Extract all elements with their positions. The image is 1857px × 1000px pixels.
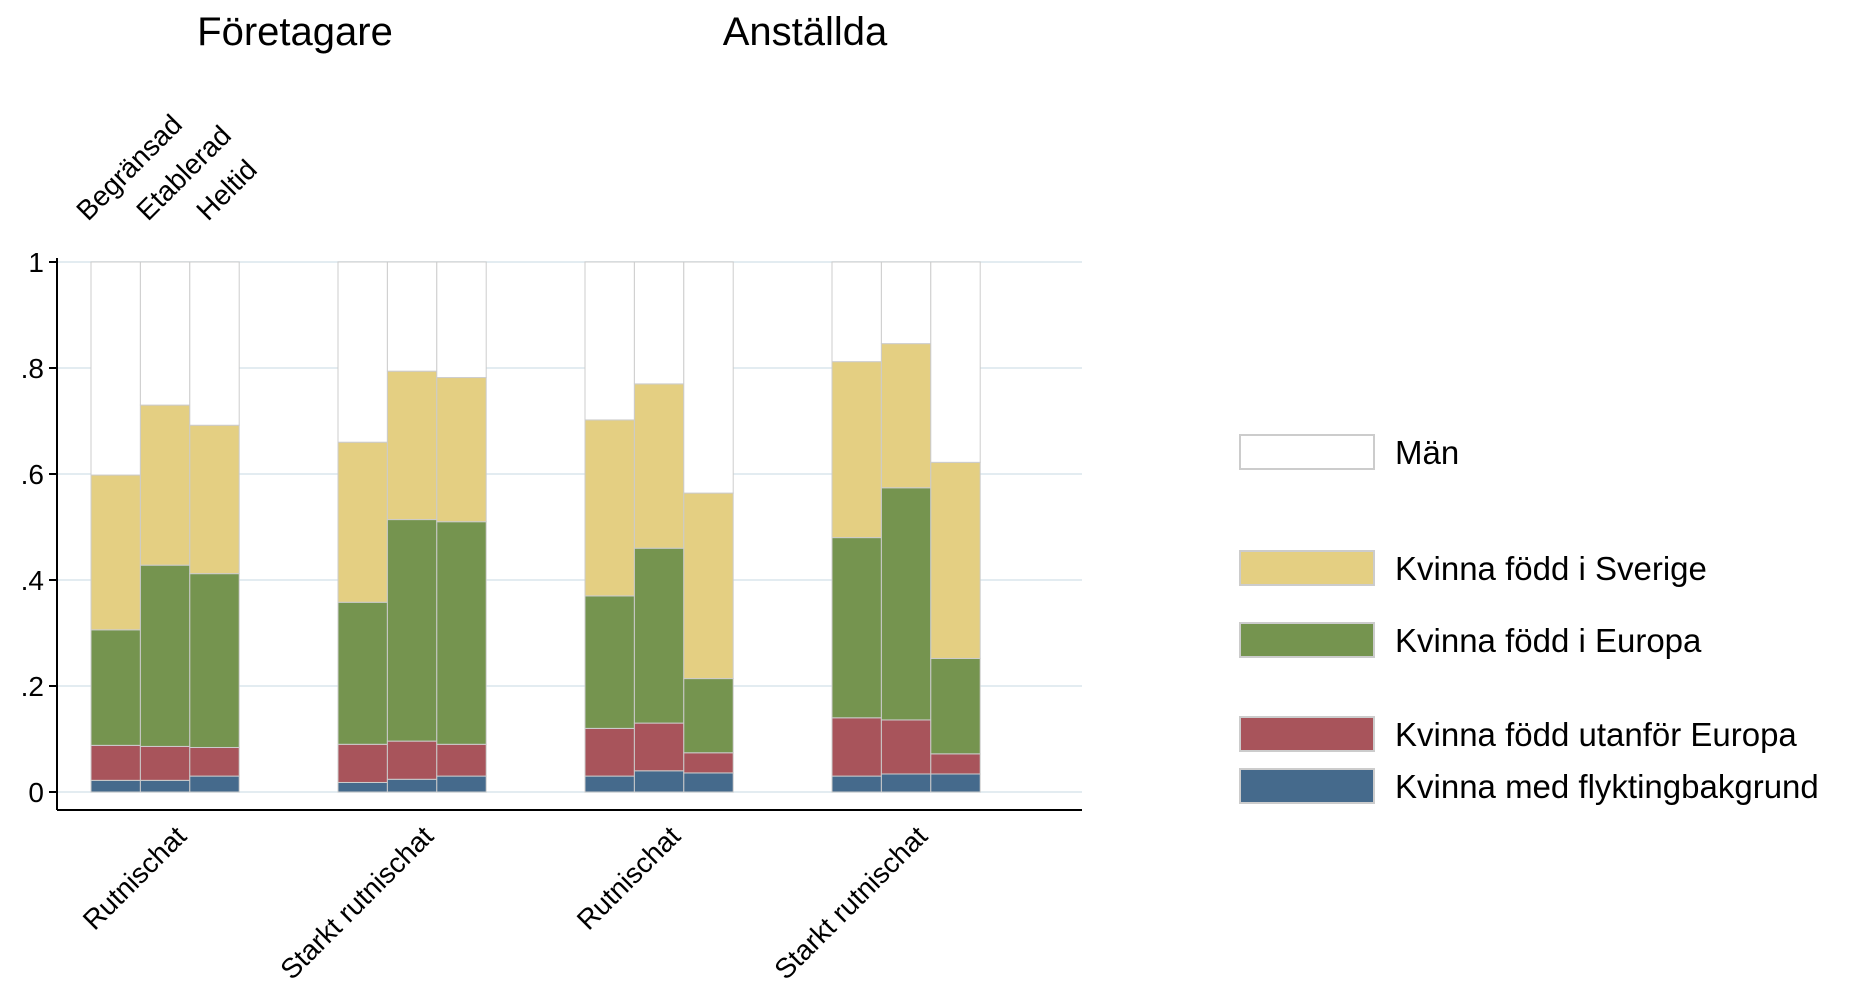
bar-segment <box>189 746 240 777</box>
bar-segment <box>831 261 882 363</box>
bar-segment <box>189 775 240 793</box>
panel-title-foretagare: Företagare <box>197 10 393 54</box>
bar-segment <box>189 261 240 426</box>
y-tick-label: .6 <box>21 459 44 490</box>
bar-segment <box>633 770 685 793</box>
bar-segment <box>831 775 882 793</box>
bar-segment <box>831 361 882 539</box>
legend-swatch <box>1239 716 1375 752</box>
bar-segment <box>880 719 932 775</box>
bar-segment <box>386 740 438 780</box>
bar-stacks <box>90 261 981 793</box>
bar-segment <box>436 261 487 379</box>
bar-segment <box>584 727 635 777</box>
y-tick-label: 0 <box>28 777 44 808</box>
bar-segment <box>683 261 734 494</box>
panel-title-anstallda: Anställda <box>723 10 888 54</box>
legend-label: Kvinna född utanför Europa <box>1395 716 1797 753</box>
bar-segment <box>683 772 734 793</box>
bar-segment <box>90 744 141 781</box>
bar-segment <box>930 657 981 755</box>
bar-segment <box>337 261 388 443</box>
bar-segment <box>880 261 932 345</box>
bar-segment <box>337 441 388 603</box>
bar-segment <box>337 743 388 783</box>
bar-segment <box>337 601 388 745</box>
bar-segment <box>436 521 487 745</box>
bar-segment <box>189 573 240 748</box>
bar-segment <box>633 383 685 549</box>
bar-segment <box>189 424 240 575</box>
bar-segment <box>139 779 191 793</box>
bar-segment <box>436 743 487 777</box>
legend: Män Kvinna född i Sverige Kvinna född i Eu… <box>1239 434 1819 805</box>
legend-label: Män <box>1395 434 1459 471</box>
bar-segment <box>633 261 685 385</box>
bar-segment <box>386 519 438 742</box>
bar-segment <box>930 753 981 775</box>
bar-segment <box>584 419 635 597</box>
bar-segment <box>139 404 191 566</box>
bar-segment <box>90 474 141 631</box>
bar-segment <box>139 261 191 406</box>
bar-segment <box>880 343 932 489</box>
bar-segment <box>880 487 932 721</box>
legend-swatch <box>1239 434 1375 470</box>
bar-segment <box>90 779 141 793</box>
y-tick-label: 1 <box>28 247 44 278</box>
legend-swatch <box>1239 550 1375 586</box>
y-tick-label: .4 <box>21 565 44 596</box>
legend-swatch <box>1239 768 1375 804</box>
bar-segment <box>386 778 438 793</box>
axes <box>56 258 1082 811</box>
bar-segment <box>139 564 191 747</box>
legend-label: Kvinna med flyktingbakgrund <box>1395 768 1819 805</box>
bar-segment <box>386 261 438 372</box>
bar-segment <box>633 547 685 724</box>
bar-segment <box>90 629 141 746</box>
bar-segment <box>584 595 635 729</box>
y-tick-label: .2 <box>21 671 44 702</box>
bar-segment <box>831 717 882 777</box>
bar-segment <box>683 492 734 680</box>
bar-segment <box>90 261 141 476</box>
y-ticks: 0 .2 .4 .6 .8 1 <box>21 247 57 808</box>
bar-segment <box>584 261 635 421</box>
bar-segment <box>880 773 932 793</box>
bar-segment <box>633 722 685 772</box>
legend-swatch <box>1239 622 1375 658</box>
bar-segment <box>683 752 734 774</box>
bar-segment <box>139 745 191 781</box>
legend-label: Kvinna född i Sverige <box>1395 550 1707 587</box>
bar-segment <box>831 537 882 719</box>
bar-segment <box>930 461 981 659</box>
y-tick-label: .8 <box>21 353 44 384</box>
bar-segment <box>683 678 734 754</box>
bar-segment <box>930 773 981 793</box>
bar-segment <box>584 775 635 793</box>
bar-segment <box>930 261 981 463</box>
legend-label: Kvinna född i Europa <box>1395 622 1702 659</box>
bar-segment <box>386 370 438 521</box>
bar-segment <box>337 781 388 793</box>
bar-segment <box>436 377 487 523</box>
bar-segment <box>436 775 487 793</box>
